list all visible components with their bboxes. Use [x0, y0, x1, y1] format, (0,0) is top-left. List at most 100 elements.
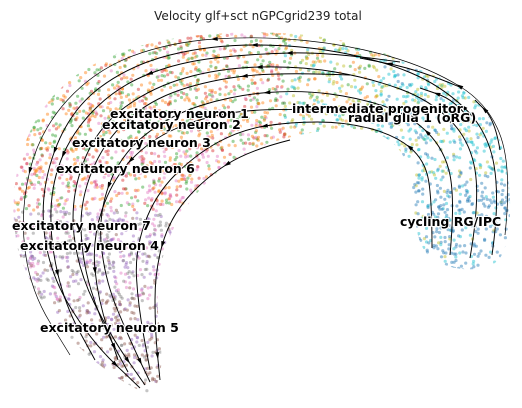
cell-point	[376, 324, 380, 328]
cell-point	[144, 69, 148, 73]
cell-point	[85, 252, 90, 257]
cell-point	[150, 241, 154, 245]
cell-point	[170, 142, 174, 146]
cell-point	[499, 47, 503, 51]
cell-point	[373, 291, 377, 295]
cell-point	[190, 56, 194, 60]
cell-point	[343, 253, 347, 257]
cell-point	[163, 141, 167, 145]
cell-point	[144, 102, 148, 106]
cell-point	[307, 278, 311, 282]
cell-point	[502, 55, 506, 59]
cell-point	[201, 105, 205, 109]
cell-point	[420, 370, 424, 374]
cell-point	[97, 55, 101, 59]
cell-point	[457, 32, 461, 35]
cell-point	[512, 226, 515, 229]
cell-point	[108, 375, 113, 379]
cell-point	[248, 27, 251, 30]
cell-point	[292, 197, 296, 201]
cell-point	[473, 106, 477, 110]
cell-point	[297, 384, 301, 388]
cell-point	[223, 219, 227, 223]
cell-point	[104, 301, 108, 305]
cell-point	[322, 38, 326, 43]
cell-point	[442, 91, 446, 95]
cell-point	[219, 290, 223, 295]
cell-point	[298, 337, 302, 341]
cell-point	[469, 76, 474, 80]
cell-point	[78, 391, 83, 395]
cell-point	[378, 377, 382, 381]
cell-point	[447, 288, 451, 292]
cell-point	[348, 275, 352, 279]
cell-point	[255, 28, 258, 31]
cell-point	[71, 149, 75, 153]
cell-point	[145, 389, 149, 393]
cell-point	[327, 215, 332, 219]
cell-point	[229, 325, 233, 330]
cell-point	[274, 263, 278, 267]
cell-point	[253, 243, 257, 247]
cell-point	[463, 323, 467, 327]
cell-point	[349, 167, 353, 172]
cell-point	[112, 237, 116, 241]
cell-point	[15, 74, 19, 78]
cell-point	[96, 212, 100, 216]
cell-point	[292, 85, 296, 89]
cell-point	[43, 382, 47, 386]
cell-point	[287, 390, 291, 394]
cell-point	[200, 100, 204, 104]
cell-point	[396, 183, 400, 187]
cell-point	[20, 105, 24, 109]
cell-point	[150, 162, 154, 166]
cell-point	[449, 28, 452, 31]
cell-point	[319, 377, 323, 381]
cell-point	[469, 312, 473, 316]
cell-point	[432, 286, 437, 290]
cell-point	[144, 378, 148, 382]
cell-point	[434, 244, 438, 248]
cell-point	[304, 166, 308, 170]
cell-point	[219, 385, 223, 390]
cell-point	[137, 343, 141, 347]
cell-point	[157, 189, 161, 193]
cell-point	[267, 151, 271, 155]
cell-point	[263, 379, 268, 383]
cell-point	[396, 158, 400, 162]
cell-point	[197, 68, 201, 72]
cell-point	[371, 80, 375, 84]
cell-point	[90, 162, 94, 166]
cell-point	[208, 135, 212, 139]
cell-point	[56, 43, 60, 47]
cell-point	[402, 302, 406, 306]
cell-point	[329, 60, 333, 64]
cell-point	[212, 356, 216, 360]
cell-point	[437, 241, 441, 245]
cell-point	[453, 338, 457, 342]
cell-point	[455, 355, 459, 360]
cell-point	[491, 191, 495, 195]
cell-point	[26, 339, 30, 343]
cell-point	[246, 267, 250, 271]
cell-point	[234, 287, 238, 291]
cell-point	[36, 277, 40, 281]
cell-point	[401, 287, 405, 291]
cell-point	[237, 211, 241, 215]
cell-point	[207, 123, 211, 127]
cell-point	[283, 335, 287, 339]
cell-point	[35, 223, 39, 227]
cell-point	[84, 207, 88, 211]
cell-point	[119, 32, 123, 36]
cell-point	[375, 215, 379, 219]
cell-point	[416, 54, 420, 58]
cell-point	[300, 346, 304, 350]
cell-point	[173, 299, 177, 303]
cell-point	[508, 243, 511, 247]
cell-point	[16, 340, 21, 344]
cell-point	[231, 395, 234, 398]
cell-point	[160, 28, 163, 31]
cell-point	[344, 316, 348, 320]
cell-point	[48, 348, 52, 352]
cell-point	[382, 108, 386, 112]
